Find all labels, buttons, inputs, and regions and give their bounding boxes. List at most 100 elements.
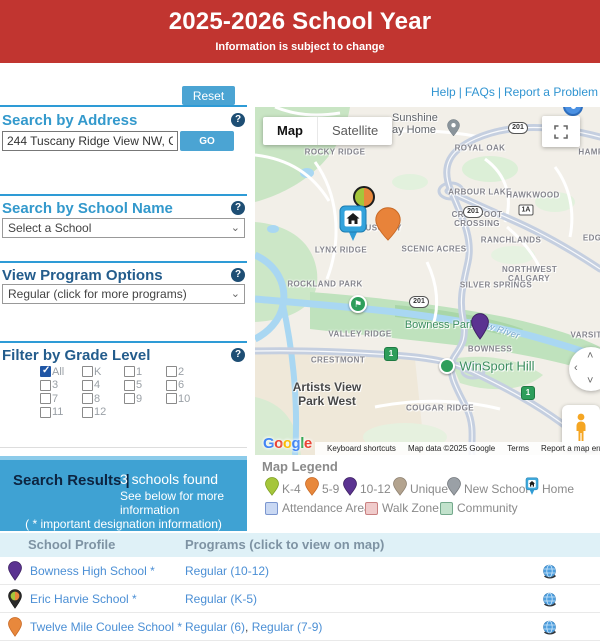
grade-checkbox-1[interactable]: 1	[124, 365, 166, 379]
community-swatch	[440, 501, 453, 515]
program-link[interactable]: Regular (6)	[185, 620, 246, 634]
pan-up-icon[interactable]: ˄	[587, 350, 594, 362]
checkbox-icon	[40, 406, 51, 418]
pin-10-12-icon	[8, 561, 22, 581]
search-results-box: Search Results | 3 schools found See bel…	[0, 456, 247, 531]
school-profile-link[interactable]: Twelve Mile Coulee School *	[30, 620, 183, 634]
report-map-error-link[interactable]: Report a map error	[541, 444, 600, 453]
legend-community: Community	[440, 501, 518, 515]
checkbox-checked-icon	[40, 365, 51, 378]
map-data-text: Map data ©2025 Google	[407, 444, 496, 453]
grade-checkbox-12[interactable]: 12	[82, 406, 124, 420]
home-marker[interactable]	[339, 205, 367, 243]
chevron-down-icon: ⌄	[230, 288, 240, 300]
link-separator: |	[497, 85, 501, 99]
program-select[interactable]: Regular (click for more programs) ⌄	[2, 284, 245, 304]
grade-checkbox-9[interactable]: 9	[124, 392, 166, 406]
program-link[interactable]: Regular (10-12)	[185, 564, 270, 578]
search-by-address-section: Search by Address ? GO	[0, 105, 247, 194]
grade-filter-heading: Filter by Grade Level	[2, 347, 151, 364]
grade-checkbox-2[interactable]: 2	[166, 365, 208, 379]
help-icon[interactable]: ?	[231, 113, 245, 127]
terms-link[interactable]: Terms	[507, 444, 530, 453]
faqs-link[interactable]: FAQs	[464, 85, 495, 99]
grade-checkbox-11[interactable]: 11	[40, 406, 82, 420]
legend-pin-unique: Unique	[393, 477, 448, 496]
link-separator: |	[458, 85, 462, 99]
map-label-hamptons: HAMP	[578, 147, 600, 157]
search-by-school-section: Search by School Name ? Select a School …	[0, 194, 247, 261]
map-label-rocky-ridge: ROCKY RIDGE	[304, 147, 366, 157]
grade-checkbox-all[interactable]: All	[40, 365, 82, 379]
legend-attendance-area: Attendance Area	[265, 501, 371, 515]
map-label-bowness: BOWNESS	[467, 344, 513, 354]
grade-checkbox-7[interactable]: 7	[40, 392, 82, 406]
pin-10-12-icon	[343, 477, 357, 496]
report-problem-link[interactable]: Report a Problem	[503, 85, 598, 99]
grade-checkbox-4[interactable]: 4	[82, 379, 124, 393]
map-label-valley-ridge: VALLEY RIDGE	[328, 329, 392, 339]
globe-icon[interactable]	[542, 564, 557, 579]
checkbox-icon	[82, 393, 93, 405]
unique-pin-icon	[393, 477, 407, 496]
program-link[interactable]: Regular (K-5)	[185, 592, 258, 606]
school-profile-link[interactable]: Eric Harvie School *	[30, 592, 137, 606]
grade-checkbox-6[interactable]: 6	[166, 379, 208, 393]
program-options-heading: View Program Options	[2, 267, 163, 284]
map-label-artists-view: Artists View Park West	[292, 380, 362, 408]
map-label-lynx-ridge: LYNX RIDGE	[314, 245, 368, 255]
grade-checkbox-k[interactable]: K	[82, 365, 124, 379]
grade-checkbox-10[interactable]: 10	[166, 392, 208, 406]
grade-checkbox-5[interactable]: 5	[124, 379, 166, 393]
help-icon[interactable]: ?	[231, 201, 245, 215]
route-shield-201: 201	[508, 122, 528, 134]
go-button[interactable]: GO	[180, 131, 234, 151]
program-select-value: Regular (click for more programs)	[8, 287, 187, 301]
legend-pin-k4: K-4	[265, 477, 301, 496]
table-header-row: School Profile Programs (click to view o…	[0, 533, 600, 557]
page-subtitle: Information is subject to change	[215, 41, 385, 53]
school-profile-link[interactable]: Bowness High School *	[30, 564, 155, 578]
map-type-control: Map Satellite	[263, 117, 393, 145]
help-link[interactable]: Help	[431, 85, 456, 99]
place-pin-icon	[447, 119, 460, 137]
map-type-map-button[interactable]: Map	[277, 123, 303, 138]
table-row: Twelve Mile Coulee School * Regular (6),…	[0, 613, 600, 641]
pan-left-icon[interactable]: ‹	[574, 362, 578, 374]
twelve-mile-coulee-marker[interactable]	[375, 207, 401, 241]
pan-control[interactable]: ‹ › ˄ ˅	[569, 347, 600, 391]
reset-button[interactable]: Reset	[182, 86, 235, 105]
globe-icon[interactable]	[542, 592, 557, 607]
legend-pin-home: Home	[525, 477, 574, 496]
map-label-scenic-acres: SCENIC ACRES	[401, 244, 467, 254]
map-type-satellite-button[interactable]: Satellite	[317, 117, 392, 145]
grade-checkbox-3[interactable]: 3	[40, 379, 82, 393]
k4-pin-icon	[265, 477, 279, 496]
keyboard-shortcuts-link[interactable]: Keyboard shortcuts	[327, 444, 396, 453]
multi-grade-pin-icon	[8, 589, 22, 609]
map-label-winsport-hill: WinSport Hill	[459, 358, 535, 374]
bowness-high-marker[interactable]	[471, 313, 489, 340]
route-shield-1a: 1A	[518, 204, 534, 216]
school-select[interactable]: Select a School ⌄	[2, 218, 245, 238]
app-header: 2025-2026 School Year Information is sub…	[0, 0, 600, 63]
map-canvas[interactable]: Sunshine ay Home ROCKY RIDGE ROYAL OAK H…	[255, 107, 600, 455]
address-input[interactable]	[2, 131, 178, 151]
pan-down-icon[interactable]: ˅	[587, 375, 594, 387]
map-label-hawkwood: HAWKWOOD	[506, 190, 560, 200]
globe-icon[interactable]	[542, 620, 557, 635]
program-link[interactable]: Regular (7-9)	[251, 620, 323, 634]
grade-checkbox-grid: All K 1 2 3 4 5 6 7 8 9 10 11 12	[40, 365, 208, 419]
map-label-northwest-calgary: NORTHWEST CALGARY	[502, 265, 558, 283]
page-title: 2025-2026 School Year	[168, 8, 432, 35]
legend-pin-59: 5-9	[305, 477, 339, 496]
grade-checkbox-8[interactable]: 8	[82, 392, 124, 406]
fullscreen-button[interactable]	[542, 116, 580, 147]
help-icon[interactable]: ?	[231, 348, 245, 362]
checkbox-icon	[82, 366, 93, 378]
map-label-ranchlands: RANCHLANDS	[480, 235, 542, 245]
google-logo[interactable]: Google	[263, 435, 312, 452]
help-icon[interactable]: ?	[231, 268, 245, 282]
map-label-sunshine: Sunshine ay Home	[392, 112, 438, 136]
